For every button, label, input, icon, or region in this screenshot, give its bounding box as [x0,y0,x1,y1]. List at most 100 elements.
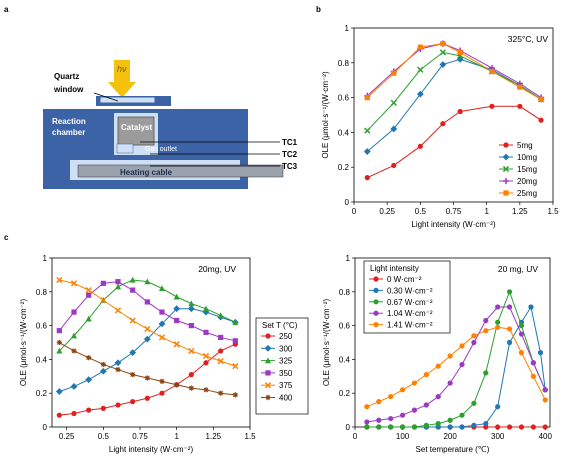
data-point [364,175,370,181]
data-point [506,289,513,295]
data-point [417,44,423,50]
light-beam [114,60,130,85]
data-point [158,320,166,328]
data-point [173,293,180,300]
data-point [86,407,92,413]
data-point [144,375,150,381]
legend-marker [373,310,379,316]
data-point [115,279,121,285]
data-point [506,339,513,346]
legend-label: 400 [279,394,293,403]
data-point [174,317,180,324]
x-tick-label: 1.5 [547,207,559,216]
data-point [115,402,121,408]
data-point [411,424,418,430]
light-arrow-icon [108,82,136,98]
data-point [99,367,107,375]
data-point [457,108,463,115]
x-tick-label: 200 [443,432,457,441]
data-point [130,287,136,293]
x-axis-label: Light intensity (W·cm⁻²) [109,445,194,454]
data-point [390,99,397,106]
y-tick-label: 0.4 [338,128,350,137]
chart-c-left: 0.25 0.5 0.75 1 1.25 1.5 0 0.2 0.4 0.6 0.8 1 Light i… [19,254,309,454]
data-point [483,421,489,427]
data-point [232,392,238,398]
y-tick-label: 0.8 [339,288,351,297]
legend-marker [503,190,509,196]
data-point [489,103,495,109]
data-point [159,309,165,315]
x-tick-label: 400 [539,432,553,441]
data-point [517,84,523,90]
data-point [399,387,406,393]
y-tick-label: 1 [345,24,350,33]
data-point [440,121,446,127]
data-point [187,305,195,313]
data-point [129,276,136,283]
data-point [528,304,534,310]
chamber-label-line2: chamber [52,128,85,137]
data-point [232,363,239,370]
series-line [366,43,542,100]
data-point [188,385,194,391]
data-point [55,388,63,395]
data-point [459,424,465,430]
data-point [483,370,489,376]
data-point [70,280,78,287]
legend-box [363,260,451,334]
data-point [495,424,501,430]
legend-marker [502,153,510,161]
data-point [144,395,150,401]
legend-marker [264,344,272,352]
data-point [114,307,122,314]
data-point [489,68,495,75]
legend-label: 10mg [517,153,537,162]
data-point [530,424,536,430]
legend-label: 25mg [517,189,537,198]
legend-title: Light intensity [370,264,419,273]
x-tick-label: 1 [174,432,179,441]
chart-b: 0 0.25 0.5 0.75 1 1.25 1.5 0 0.2 0.4 0.6 0.8 1 Light … [321,24,559,229]
quartz-label-line1: Quartz [54,72,79,81]
data-point [188,300,195,307]
data-point [232,319,239,325]
y-tick-label: 0 [345,198,350,207]
legend-label: 1.41 W·cm⁻² [387,321,433,330]
data-point [71,309,77,315]
data-point [85,376,93,384]
data-point [218,348,224,354]
data-point [447,424,453,430]
y-tick-label: 0.6 [339,322,351,331]
y-tick-label: 0.2 [338,163,350,172]
legend-label: 0.30 W·cm⁻² [387,286,433,295]
x-axis-label: Light intensity (W·cm⁻²) [411,220,496,229]
gas-outlet-label: Gas outlet [145,146,177,153]
data-point [56,328,62,334]
legend-marker [373,276,379,282]
series-line [366,306,546,423]
data-point [483,328,489,334]
x-axis-label: Set temperature (℃) [416,445,490,454]
data-point [538,117,544,123]
data-point [364,424,370,430]
data-point [56,276,63,284]
data-point [391,70,397,76]
data-point [173,305,181,313]
series-line [366,290,546,428]
data-point [159,378,165,384]
y-axis-label: OLE (μmol·s⁻¹/(W·cm⁻²) [19,299,28,387]
data-point [471,422,477,428]
data-point [435,363,441,369]
data-point [423,372,429,378]
data-point [399,424,406,430]
quartz-label-line2: window [53,85,84,94]
data-point [159,285,165,292]
data-point [100,405,106,412]
data-point [459,412,465,418]
data-point [115,366,121,373]
data-point [483,317,489,324]
data-point [542,424,548,430]
data-point [70,383,78,390]
x-tick-label: 1.5 [244,432,256,441]
